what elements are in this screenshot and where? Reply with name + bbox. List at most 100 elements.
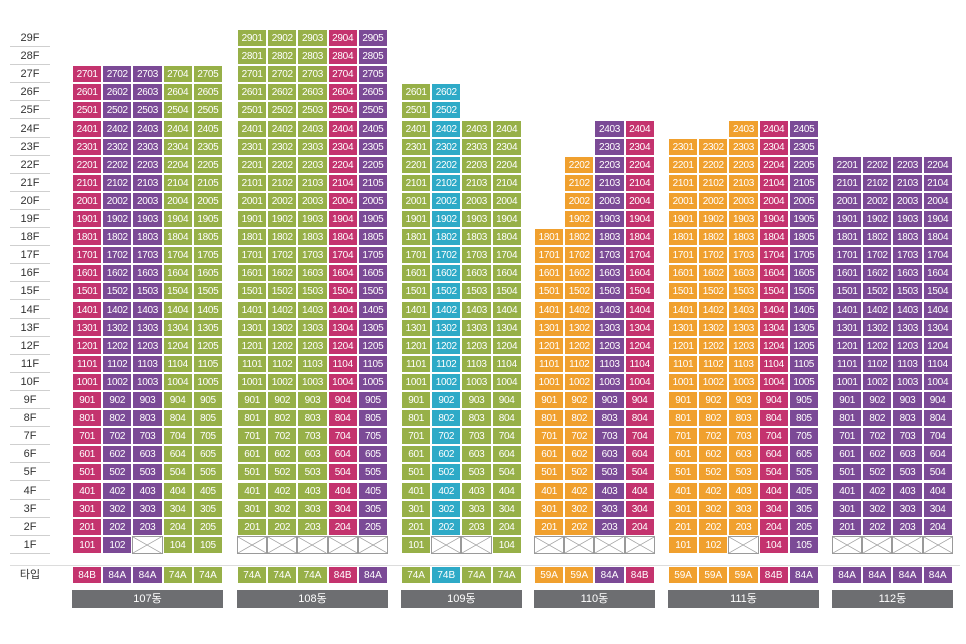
- unit-cell: 2402: [102, 119, 133, 138]
- unit-cell: 2501: [237, 101, 268, 120]
- unit-cell: 903: [892, 391, 923, 409]
- unit-cell: 102: [698, 535, 729, 554]
- unit-cell: 1901: [72, 210, 103, 228]
- unit-cell: 2002: [564, 191, 595, 210]
- unit-cell: 2401: [401, 119, 432, 138]
- unit-cell: 2803: [297, 47, 328, 66]
- unit-cell: 303: [594, 499, 625, 518]
- unit-cell: 405: [192, 481, 223, 500]
- unit-cell: 2102: [431, 173, 462, 192]
- unit-type-cell: 84A: [832, 566, 863, 584]
- unit-cell: 605: [192, 445, 223, 464]
- unit-cell: 901: [237, 391, 268, 409]
- unit-cell: 1705: [788, 246, 819, 265]
- unit-cell: 1801: [832, 228, 863, 247]
- unit-cell: 1504: [491, 282, 522, 301]
- unit-cell: 2505: [192, 101, 223, 120]
- unit-cell: 303: [728, 499, 759, 518]
- unit-cell: 2604: [162, 83, 193, 102]
- unit-cell: 503: [132, 463, 163, 482]
- unit-cell: 802: [564, 409, 595, 428]
- unit-cell: 1702: [102, 246, 133, 265]
- unit-cell: 2603: [297, 83, 328, 102]
- unit-cell: 1302: [431, 318, 462, 337]
- unit-cell: 101: [401, 535, 432, 554]
- unit-cell: 1205: [788, 336, 819, 355]
- unit-cell: 803: [297, 409, 328, 428]
- unit-cell: 2102: [102, 173, 133, 192]
- unit-cell: 701: [401, 427, 432, 446]
- unit-cell: 1001: [237, 372, 268, 391]
- unit-cell: 1603: [132, 264, 163, 283]
- unit-cell: 1101: [832, 354, 863, 373]
- unit-cell: 2002: [102, 191, 133, 210]
- unit-cell: 1201: [668, 336, 699, 355]
- unit-cell: 304: [758, 499, 789, 518]
- unit-cell: 1503: [297, 282, 328, 301]
- unit-cell: 1202: [102, 336, 133, 355]
- unit-cell: 1102: [862, 354, 893, 373]
- unit-cell: 1703: [461, 246, 492, 265]
- floor-label: 10F: [10, 373, 50, 391]
- unit-cell: 1602: [102, 264, 133, 283]
- unit-cell: 1801: [237, 228, 268, 247]
- unit-cell: 1702: [267, 246, 298, 265]
- unit-cell: 2003: [728, 191, 759, 210]
- unit-cell: 203: [892, 517, 923, 536]
- unit-cell: 2002: [698, 191, 729, 210]
- unit-cell: 1004: [624, 372, 655, 391]
- unit-cell: 1805: [788, 228, 819, 247]
- unit-cell: 2203: [892, 155, 923, 174]
- unit-cell: 1904: [922, 210, 953, 228]
- unit-cell: 2001: [237, 191, 268, 210]
- unit-cell: 2201: [237, 155, 268, 174]
- unit-cell: 304: [624, 499, 655, 518]
- unit-cell: 1901: [832, 210, 863, 228]
- unit-cell: 204: [624, 517, 655, 536]
- unit-cell: 2402: [431, 119, 462, 138]
- unit-cell: 1004: [922, 372, 953, 391]
- unit-cell: 402: [862, 481, 893, 500]
- unit-cell: 1803: [297, 228, 328, 247]
- unit-cell: 1805: [192, 228, 223, 247]
- empty-unit-cell: [267, 535, 298, 554]
- unit-cell: 1404: [491, 300, 522, 319]
- unit-cell: 1304: [491, 318, 522, 337]
- floor-label: 4F: [10, 482, 50, 500]
- unit-cell: 204: [162, 517, 193, 536]
- unit-cell: 605: [788, 445, 819, 464]
- unit-cell: 1804: [624, 228, 655, 247]
- unit-cell: 2305: [192, 137, 223, 156]
- unit-cell: 301: [72, 499, 103, 518]
- unit-cell: 503: [594, 463, 625, 482]
- unit-cell: 905: [357, 391, 388, 409]
- unit-cell: 505: [357, 463, 388, 482]
- unit-cell: 1804: [491, 228, 522, 247]
- unit-cell: 1504: [624, 282, 655, 301]
- unit-cell: 603: [892, 445, 923, 464]
- unit-cell: 702: [267, 427, 298, 446]
- unit-cell: 1902: [102, 210, 133, 228]
- unit-cell: 2802: [267, 47, 298, 66]
- unit-cell: 1704: [162, 246, 193, 265]
- unit-cell: 302: [267, 499, 298, 518]
- unit-cell: 1901: [401, 210, 432, 228]
- unit-cell: 301: [534, 499, 565, 518]
- unit-cell: 1804: [922, 228, 953, 247]
- unit-cell: 2502: [102, 101, 133, 120]
- unit-cell: 1804: [758, 228, 789, 247]
- unit-cell: 701: [832, 427, 863, 446]
- unit-cell: 2703: [297, 65, 328, 84]
- unit-type-cell: 84A: [357, 566, 388, 584]
- unit-cell: 1105: [788, 354, 819, 373]
- unit-cell: 403: [594, 481, 625, 500]
- unit-cell: 603: [297, 445, 328, 464]
- unit-cell: 2404: [327, 119, 358, 138]
- unit-cell: 302: [564, 499, 595, 518]
- unit-cell: 1303: [297, 318, 328, 337]
- unit-cell: 2502: [431, 101, 462, 120]
- unit-cell: 1102: [564, 354, 595, 373]
- unit-cell: 2102: [698, 173, 729, 192]
- unit-cell: 603: [728, 445, 759, 464]
- unit-cell: 102: [102, 535, 133, 554]
